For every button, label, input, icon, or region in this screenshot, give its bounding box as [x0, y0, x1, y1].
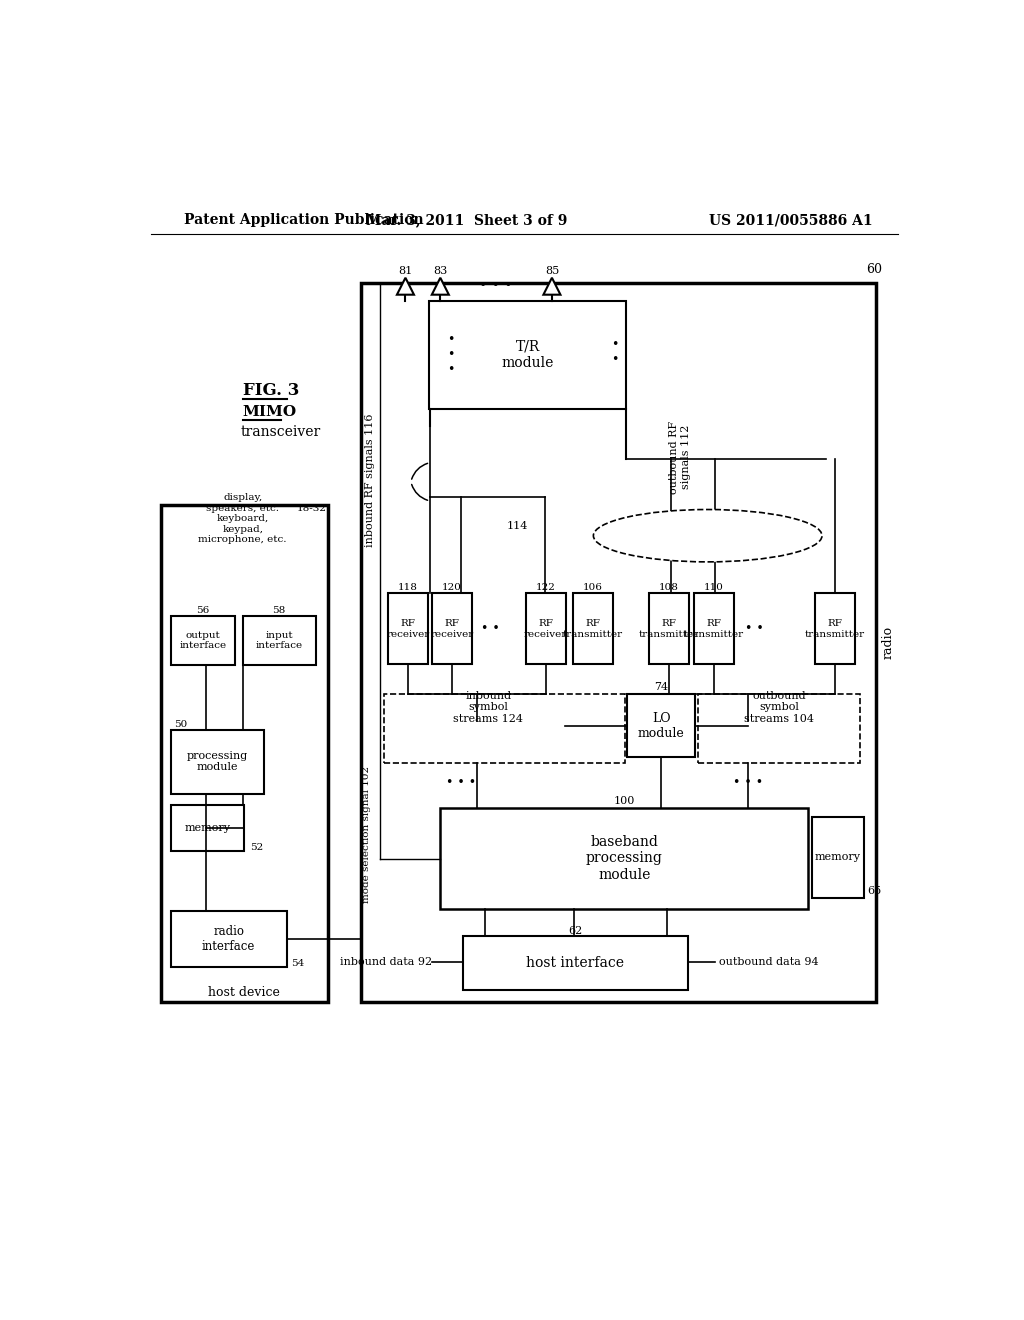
Text: 58: 58 [272, 606, 286, 615]
Bar [429, 301, 627, 409]
Text: host interface: host interface [526, 956, 625, 970]
Text: 120: 120 [442, 583, 462, 591]
Text: transceiver: transceiver [241, 425, 321, 438]
Bar [693, 594, 734, 664]
Bar [388, 594, 428, 664]
Text: 81: 81 [398, 265, 413, 276]
Bar [572, 594, 613, 664]
Text: 65: 65 [867, 887, 882, 896]
Text: outbound RF
signals 112: outbound RF signals 112 [669, 421, 690, 494]
Text: MIMO: MIMO [243, 405, 297, 420]
Bar [243, 615, 315, 665]
Bar [525, 594, 566, 664]
Bar [171, 911, 287, 966]
Bar [627, 693, 695, 758]
Text: • • •: • • • [446, 776, 476, 788]
Text: 122: 122 [536, 583, 556, 591]
Bar [463, 936, 687, 990]
Text: inbound RF signals 116: inbound RF signals 116 [365, 413, 375, 546]
Polygon shape [544, 277, 560, 294]
Text: 118: 118 [398, 583, 418, 591]
Text: inbound
symbol
streams 124: inbound symbol streams 124 [454, 690, 523, 723]
Text: outbound data 94: outbound data 94 [719, 957, 818, 968]
Bar [171, 805, 245, 851]
Text: 62: 62 [568, 925, 583, 936]
Text: 108: 108 [659, 583, 679, 591]
Text: 50: 50 [174, 719, 187, 729]
Text: outbound
symbol
streams 104: outbound symbol streams 104 [744, 690, 814, 723]
Text: LO
module: LO module [638, 711, 685, 739]
Bar [812, 817, 864, 898]
Text: mode selection signal 102: mode selection signal 102 [362, 766, 372, 903]
Bar [432, 594, 472, 664]
Polygon shape [397, 277, 414, 294]
Text: • •: • • [744, 622, 764, 635]
Text: 114: 114 [506, 521, 527, 532]
Text: RF
transmitter: RF transmitter [684, 619, 744, 639]
Text: 106: 106 [583, 583, 603, 591]
Text: 83: 83 [433, 265, 447, 276]
Ellipse shape [593, 510, 822, 562]
Text: FIG. 3: FIG. 3 [243, 383, 299, 400]
Text: processing
module: processing module [186, 751, 248, 772]
Text: •
•
•: • • • [446, 333, 454, 376]
Text: T/R
module: T/R module [502, 339, 554, 370]
Text: • •: • • [481, 622, 500, 635]
Text: host device: host device [208, 986, 281, 999]
Text: 52: 52 [251, 843, 264, 851]
Text: 100: 100 [613, 796, 635, 807]
Text: input
interface: input interface [256, 631, 303, 651]
Text: radio
interface: radio interface [202, 925, 255, 953]
Text: inbound data 92: inbound data 92 [340, 957, 432, 968]
Bar [440, 808, 809, 909]
Text: 54: 54 [291, 958, 304, 968]
Text: • • •: • • • [479, 280, 513, 293]
Text: baseband
processing
module: baseband processing module [586, 836, 663, 882]
Bar [649, 594, 689, 664]
Polygon shape [432, 277, 449, 294]
Text: US 2011/0055886 A1: US 2011/0055886 A1 [709, 213, 872, 227]
Text: 60: 60 [866, 263, 882, 276]
Text: RF
receiver: RF receiver [386, 619, 429, 639]
Bar [384, 693, 625, 763]
Text: output
interface: output interface [179, 631, 226, 651]
Text: •
•: • • [611, 338, 618, 367]
Text: 56: 56 [197, 606, 210, 615]
Text: RF
transmitter: RF transmitter [639, 619, 699, 639]
Bar [171, 730, 263, 793]
Text: 85: 85 [545, 265, 559, 276]
Text: RF
transmitter: RF transmitter [563, 619, 623, 639]
Text: RF
receiver: RF receiver [430, 619, 473, 639]
Text: memory: memory [184, 824, 230, 833]
Text: display,
speakers, etc.
keyboard,
keypad,
microphone, etc.: display, speakers, etc. keyboard, keypad… [199, 494, 287, 544]
Text: RF
receiver: RF receiver [524, 619, 567, 639]
Text: 110: 110 [703, 583, 724, 591]
Bar [171, 615, 234, 665]
Text: radio: radio [882, 626, 895, 659]
Text: memory: memory [815, 853, 861, 862]
Text: • • •: • • • [733, 776, 763, 788]
Bar [697, 693, 859, 763]
Bar [161, 506, 328, 1002]
Bar [815, 594, 855, 664]
Text: RF
transmitter: RF transmitter [805, 619, 865, 639]
Text: Mar. 3, 2011  Sheet 3 of 9: Mar. 3, 2011 Sheet 3 of 9 [366, 213, 567, 227]
Bar [360, 284, 876, 1002]
Text: 18-32: 18-32 [297, 504, 327, 513]
Text: 74: 74 [654, 682, 669, 693]
Text: Patent Application Publication: Patent Application Publication [183, 213, 424, 227]
